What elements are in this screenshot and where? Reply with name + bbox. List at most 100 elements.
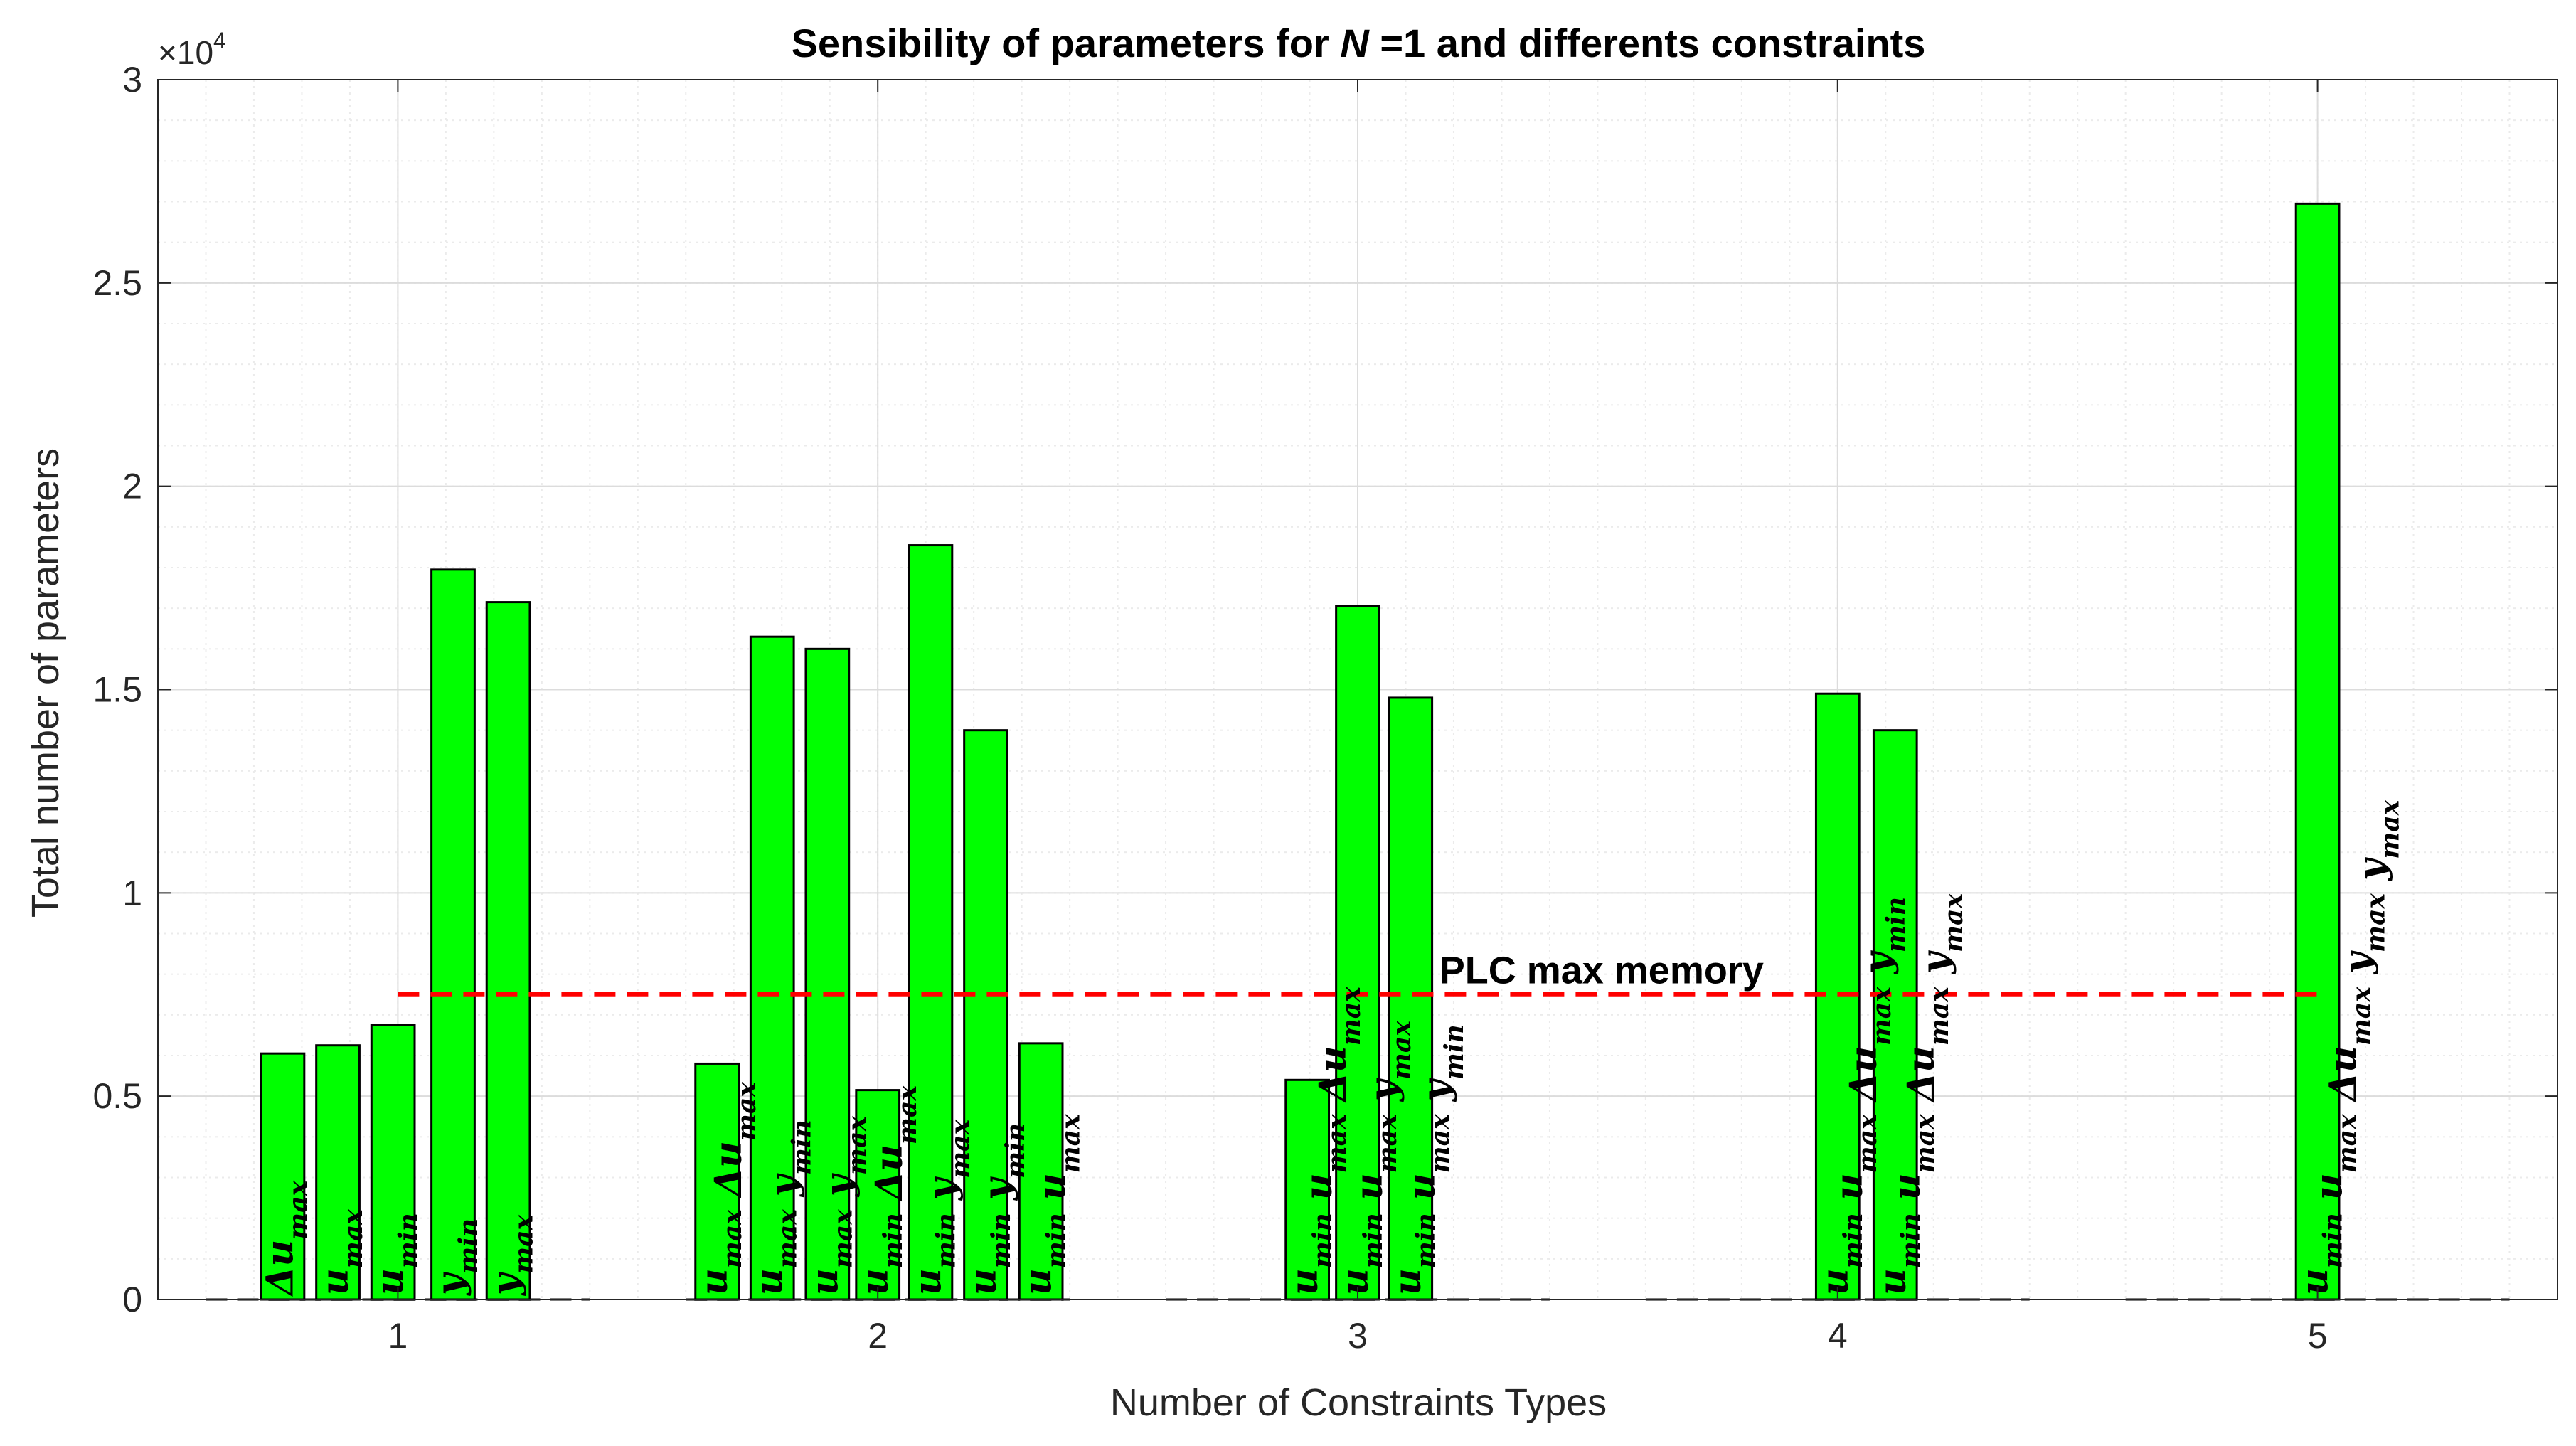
- bar-label: Δumax: [258, 1180, 313, 1297]
- bar-label-base: y: [429, 1271, 472, 1296]
- bar-label-base: u: [906, 1268, 949, 1295]
- bar-label-subscript: min: [1358, 1213, 1388, 1268]
- y-tick-label: 0: [122, 1280, 142, 1319]
- bar-label-base: u: [369, 1268, 413, 1295]
- bar-label-base: u: [1386, 1268, 1430, 1295]
- bar-label-base: Δu: [1311, 1046, 1355, 1114]
- bar-label-base: u: [1871, 1268, 1915, 1295]
- bar-label-base: y: [2351, 856, 2394, 893]
- reference-line-group: PLC max memory: [398, 949, 2318, 997]
- bar-label-base: y: [1415, 1077, 1458, 1114]
- bar-label-subscript: max: [1939, 893, 1969, 952]
- bar-label-base: u: [1400, 1173, 1444, 1213]
- bar: [315, 1044, 361, 1301]
- bar-label-subscript: min: [394, 1213, 424, 1268]
- bar-label-base: u: [1828, 1173, 1871, 1213]
- y-axis-exponent: ×104: [158, 28, 226, 71]
- bar-label: umin umax Δumax ymax ymax: [2294, 799, 2405, 1295]
- bar-label-base: Δu: [868, 1144, 911, 1213]
- bar: [694, 1062, 740, 1301]
- bar-label-subscript: min: [931, 1213, 961, 1268]
- y-axis-exponent-base: ×10: [158, 34, 213, 71]
- bar-label-base: u: [693, 1268, 736, 1295]
- y-tick-label: 1.5: [92, 670, 142, 710]
- bar-label-subscript: max: [1056, 1114, 1086, 1173]
- bar-label-base: y: [920, 1176, 964, 1213]
- x-tick-label: 2: [868, 1316, 888, 1356]
- bar-label-base: y: [1914, 950, 1957, 987]
- bar-label-base: Δu: [2322, 1046, 2365, 1114]
- bar: [1388, 696, 1434, 1301]
- bar-label: umax: [314, 1209, 368, 1295]
- bar: [2294, 202, 2341, 1301]
- bar-label-subscript: max: [893, 1085, 922, 1144]
- bar-label-subscript: max: [1425, 1114, 1455, 1173]
- bar-label: umax Δumax: [693, 1082, 762, 1295]
- bar-label-subscript: max: [773, 1209, 803, 1268]
- bar-label-base: u: [2294, 1268, 2337, 1295]
- bar-label-subscript: max: [2361, 893, 2391, 952]
- x-tick-label: 1: [388, 1316, 408, 1356]
- bar-label: umin ymax: [906, 1119, 975, 1295]
- bar-label-subscript: min: [878, 1213, 908, 1268]
- bar-label-base: u: [1031, 1173, 1075, 1213]
- bar: [430, 568, 476, 1301]
- bar-label: umax ymin: [748, 1120, 817, 1295]
- bar-label-base: u: [853, 1268, 897, 1295]
- bar-label-subscript: max: [1373, 1114, 1403, 1173]
- bar: [855, 1089, 901, 1301]
- bar-label-base: u: [748, 1268, 792, 1295]
- plc-max-memory-label: PLC max memory: [1439, 949, 1764, 992]
- bar-label-base: Δu: [1842, 1046, 1885, 1114]
- bar-label: umin umax: [1017, 1114, 1086, 1295]
- bar-label: umin umax Δumax ymax: [1871, 893, 1969, 1295]
- bar-label-subscript: max: [718, 1209, 747, 1268]
- y-tick-label: 2.5: [92, 263, 142, 303]
- bar-label: umin umax Δumax ymin: [1814, 897, 1911, 1295]
- bar-label-base: y: [817, 1172, 861, 1209]
- y-axis-label: Total number of parameters: [24, 448, 67, 918]
- bar-label: ymax: [484, 1214, 539, 1296]
- bar-label: ymin: [429, 1218, 484, 1296]
- bar-label-subscript: max: [1925, 987, 1954, 1046]
- bar-label: umin: [369, 1213, 424, 1295]
- bar-label-subscript: max: [339, 1209, 368, 1268]
- y-tick-label: 1: [122, 873, 142, 913]
- chart-title-prefix: Sensibility of parameters for: [792, 21, 1341, 65]
- bar-label-subscript: max: [2347, 987, 2377, 1046]
- bar-label-subscript: min: [1439, 1024, 1469, 1080]
- bar-label-subscript: max: [2375, 799, 2405, 858]
- bar: [370, 1024, 416, 1301]
- bar-label-base: Δu: [1900, 1046, 1943, 1114]
- bar-label-subscript: min: [1308, 1213, 1338, 1268]
- bar-label: umin umax ymin: [1386, 1024, 1469, 1295]
- x-tick-label: 5: [2308, 1316, 2328, 1356]
- bar-label: umax ymax: [803, 1116, 872, 1295]
- bar-label-subscript: min: [2319, 1213, 2348, 1268]
- bar-label-base: u: [314, 1268, 357, 1295]
- bar-label: umin umax ymax: [1334, 1021, 1417, 1295]
- bar-label-base: u: [1814, 1268, 1857, 1295]
- bar-label-subscript: min: [1001, 1123, 1031, 1179]
- bar-label-subscript: min: [986, 1213, 1016, 1268]
- y-tick-label: 0.5: [92, 1076, 142, 1116]
- bar-label-subscript: min: [1881, 897, 1911, 952]
- bar-label-base: y: [1856, 950, 1900, 987]
- bar-label-subscript: min: [1838, 1213, 1868, 1268]
- bar-label-subscript: max: [1387, 1021, 1417, 1080]
- y-tick-label: 2: [122, 467, 142, 506]
- bar: [260, 1052, 306, 1301]
- bar-label-subscript: min: [1411, 1213, 1441, 1268]
- bar-label-subscript: min: [454, 1218, 484, 1274]
- bar-label: umin ymin: [962, 1123, 1031, 1295]
- bar-label-subscript: min: [787, 1120, 817, 1175]
- bar-label-base: u: [1885, 1173, 1929, 1213]
- y-tick-label: 3: [122, 60, 142, 100]
- bar-label-base: y: [2336, 950, 2380, 987]
- bar-label-subscript: max: [283, 1180, 313, 1239]
- y-axis-exponent-power: 4: [213, 28, 226, 53]
- bar-label-subscript: max: [1910, 1114, 1940, 1173]
- chart-title: Sensibility of parameters for N =1 and d…: [792, 21, 1926, 65]
